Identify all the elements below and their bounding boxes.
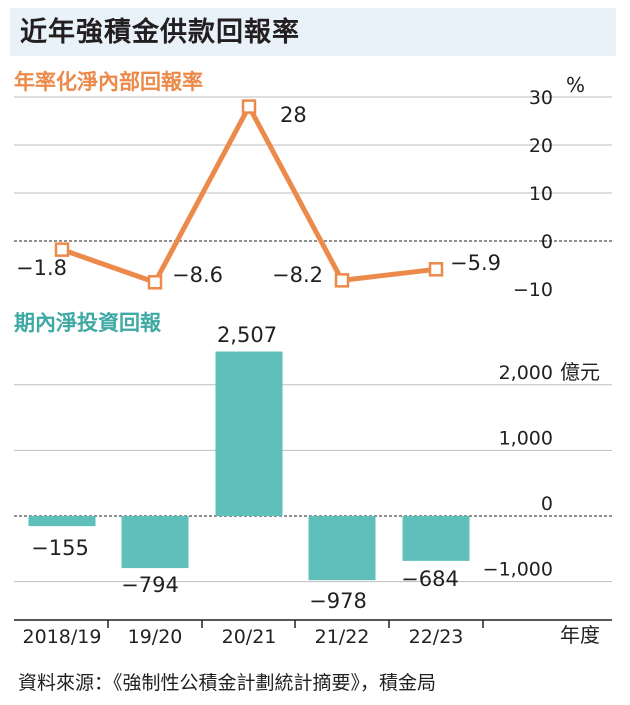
bar bbox=[121, 516, 189, 569]
bar bbox=[28, 516, 96, 527]
title-bar bbox=[10, 8, 616, 56]
bar bbox=[402, 516, 470, 561]
line-chart: 30 20 10 0 −10 −1.8 −8.6 28 −8.2 −5.9 bbox=[14, 87, 612, 301]
bar-chart-title: 期內淨投資回報 bbox=[14, 311, 162, 335]
bar-y-tick-label: 1,000 bbox=[499, 427, 553, 449]
x-tick-label: 22/23 bbox=[409, 626, 464, 648]
bar-data-label: −978 bbox=[309, 589, 367, 613]
page-title: 近年強積金供款回報率 bbox=[20, 17, 300, 48]
bar-chart: 2,000 1,000 0 −1,000 −155 −794 2,507 −978 −684 bbox=[14, 323, 612, 613]
line-point bbox=[241, 99, 257, 114]
line-point bbox=[54, 242, 70, 257]
x-tick-label: 19/20 bbox=[128, 626, 183, 648]
bar bbox=[215, 351, 283, 516]
line-series bbox=[61, 101, 437, 286]
bar-data-label: −794 bbox=[121, 573, 179, 597]
x-axis-label: 年度 bbox=[560, 623, 600, 647]
line-data-label: −5.9 bbox=[450, 251, 501, 275]
line-point bbox=[147, 275, 163, 290]
line-point bbox=[428, 262, 444, 277]
bar-data-label: −684 bbox=[401, 567, 459, 591]
bar-y-tick-label: −1,000 bbox=[483, 559, 553, 581]
line-data-label: 28 bbox=[280, 103, 307, 127]
line-chart-title: 年率化淨內部回報率 bbox=[14, 70, 203, 94]
line-data-label: −8.6 bbox=[172, 263, 223, 287]
x-tick-label: 2018/19 bbox=[23, 626, 102, 648]
bar bbox=[308, 516, 376, 581]
line-point bbox=[334, 273, 350, 288]
line-y-tick-label: 10 bbox=[529, 183, 553, 205]
x-tick-label: 20/21 bbox=[222, 626, 277, 648]
line-data-label: −1.8 bbox=[16, 256, 67, 280]
line-y-tick-label: −10 bbox=[513, 279, 553, 301]
bar-y-tick-label: 2,000 bbox=[499, 362, 553, 384]
x-axis: 2018/19 19/20 20/21 21/22 22/23 bbox=[14, 619, 612, 648]
bar-unit-label: 億元 bbox=[560, 360, 600, 384]
bar-data-label: 2,507 bbox=[217, 323, 277, 347]
source-note: 資料來源：《強制性公積金計劃統計摘要》，積金局 bbox=[18, 672, 437, 694]
line-y-tick-label: 30 bbox=[529, 87, 553, 109]
bar-data-label: −155 bbox=[31, 536, 89, 560]
line-y-tick-label: 0 bbox=[541, 231, 553, 253]
line-unit-label: % bbox=[566, 73, 585, 97]
x-tick-label: 21/22 bbox=[315, 626, 370, 648]
line-data-label: −8.2 bbox=[272, 263, 323, 287]
line-y-tick-label: 20 bbox=[529, 135, 553, 157]
bar-y-tick-label: 0 bbox=[541, 493, 553, 515]
